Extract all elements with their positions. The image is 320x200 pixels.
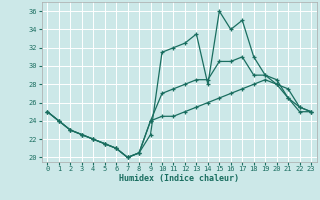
- X-axis label: Humidex (Indice chaleur): Humidex (Indice chaleur): [119, 174, 239, 183]
